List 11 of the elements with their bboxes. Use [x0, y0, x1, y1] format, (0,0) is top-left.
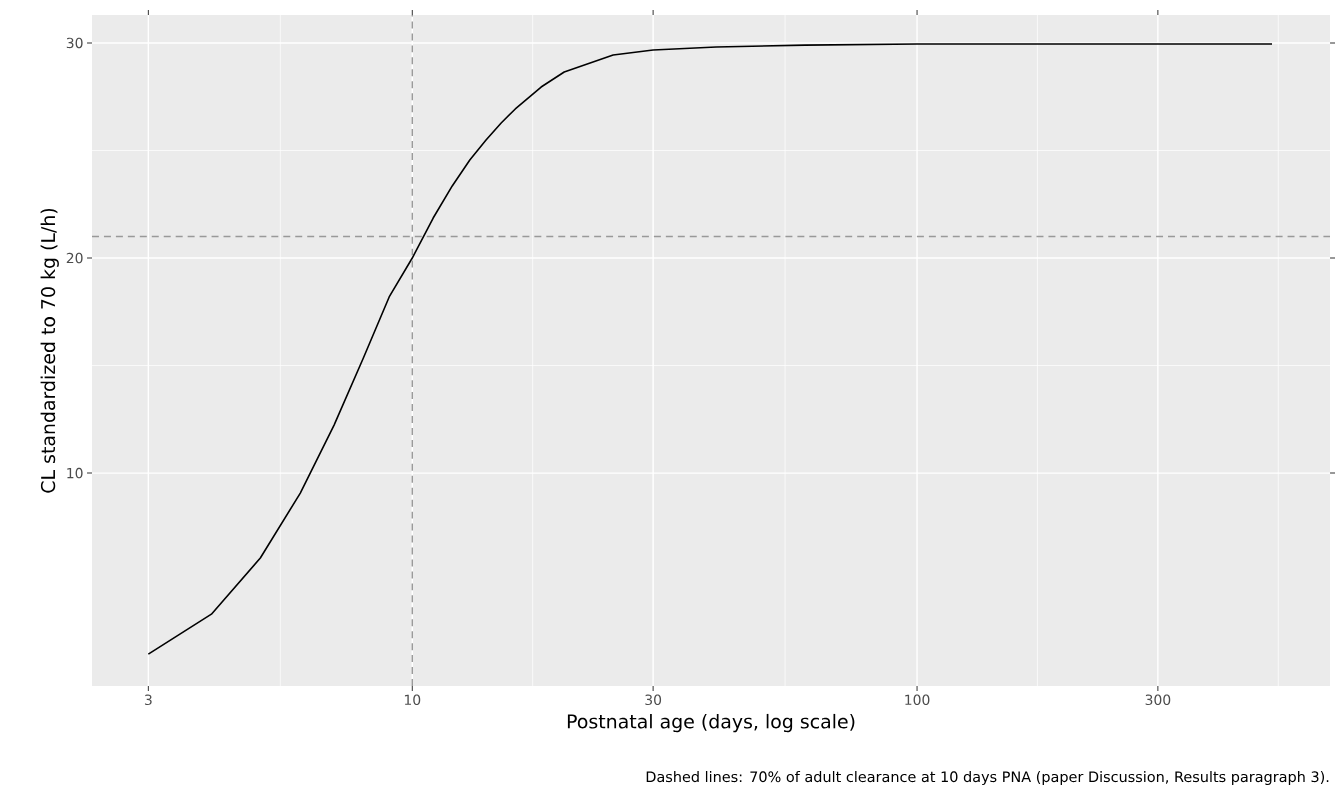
x-tick-label: 100 [905, 694, 930, 706]
text: Dashed lines: 70% of adult clearance at 10 days PNA (paper Discussion, Results paragraph 3). [646, 771, 1329, 785]
y-axis-title: CL standardized to 70 kg (L/h) [40, 208, 59, 493]
y-tick-label: 10 [67, 467, 83, 479]
x-axis-title: Postnatal age (days, log scale) [567, 713, 855, 733]
y-tick-label: 20 [66, 252, 83, 264]
x-tick-label: 3 [144, 694, 152, 706]
x-tick-label: 30 [645, 694, 662, 706]
x-tick-label: 300 [1145, 694, 1171, 706]
y-tick-label: 30 [66, 37, 83, 49]
x-tick-label: 10 [404, 694, 421, 706]
